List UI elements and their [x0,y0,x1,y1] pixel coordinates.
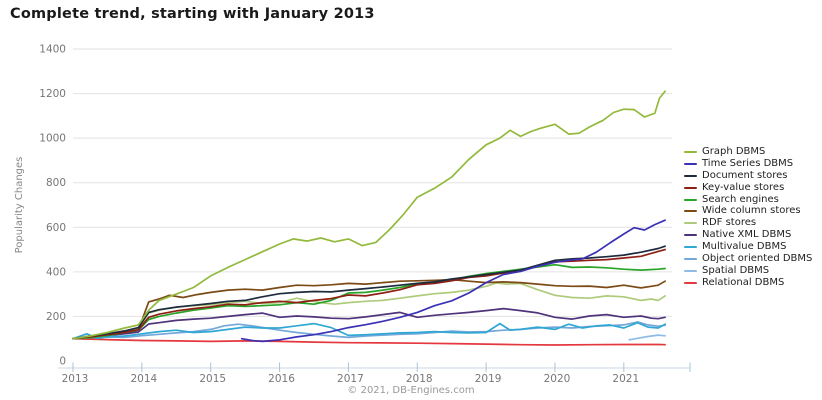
legend-label: Search engines [702,193,779,205]
legend-swatch [684,150,697,153]
legend-item-wide-column-stores: Wide column stores [684,205,812,217]
legend-label: Native XML DBMS [702,229,792,241]
legend-label: Multivalue DBMS [702,241,787,253]
legend-swatch [684,162,697,165]
legend-label: Relational DBMS [702,276,785,288]
legend-swatch [684,222,697,225]
legend-item-object-oriented-dbms: Object oriented DBMS [684,253,812,265]
y-axis-title: Popularity Changes [14,157,25,254]
svg-text:800: 800 [46,177,66,189]
legend-swatch [684,174,697,177]
svg-text:400: 400 [46,266,66,278]
series-line-search-engines [72,263,666,340]
svg-text:2016: 2016 [268,373,295,385]
series-line-graph-dbms [72,90,666,340]
legend-item-document-stores: Document stores [684,170,812,182]
svg-text:2013: 2013 [62,373,89,385]
legend-item-multivalue-dbms: Multivalue DBMS [684,241,812,253]
legend-label: Key-value stores [702,181,785,193]
series-line-relational-dbms [72,337,666,346]
legend-swatch [684,198,697,201]
legend-item-search-engines: Search engines [684,194,812,206]
y-gridlines [73,48,672,317]
legend-label: Document stores [702,169,788,181]
svg-text:0: 0 [59,356,66,368]
series-line-spatial-dbms [628,334,666,341]
svg-text:2015: 2015 [199,373,226,385]
x-axis-labels: 2013 2014 2015 2016 2017 2018 2019 2020 2021 [62,373,640,385]
legend-label: Graph DBMS [702,146,766,157]
legend-item-relational-dbms: Relational DBMS [684,277,812,289]
series-line-wide-column-stores [72,278,666,340]
legend-label: Spatial DBMS [702,264,770,276]
svg-text:2019: 2019 [475,373,502,385]
legend-swatch [684,234,697,237]
legend-item-rdf-stores: RDF stores [684,217,812,229]
y-axis-labels: 0 200 400 600 800 1000 1200 1400 [39,44,66,368]
legend-item-time-series-dbms: Time Series DBMS [684,158,812,170]
legend-item-spatial-dbms: Spatial DBMS [684,265,812,277]
x-axis-ticks [72,362,691,372]
svg-text:200: 200 [46,311,66,323]
legend-item-graph-dbms: Graph DBMS [684,146,812,158]
legend-label: Time Series DBMS [702,157,794,169]
legend-swatch [684,257,697,260]
svg-text:2017: 2017 [337,373,364,385]
series-line-native-xml-dbms [72,307,666,340]
legend-swatch [684,210,697,213]
chart-legend: Graph DBMS Time Series DBMS Document store… [684,146,812,289]
series-line-multivalue-dbms [72,321,666,340]
legend-item-native-xml-dbms: Native XML DBMS [684,229,812,241]
legend-swatch [684,246,697,249]
legend-swatch [684,281,697,284]
svg-text:2014: 2014 [130,373,157,385]
legend-label: Wide column stores [702,205,801,217]
svg-text:2021: 2021 [612,373,639,385]
copyright-notice: © 2021, DB-Engines.com [347,385,475,396]
series-line-time-series-dbms [240,219,666,343]
series-line-document-stores [72,245,666,340]
legend-swatch [684,186,697,189]
svg-text:1000: 1000 [39,133,66,145]
svg-text:1200: 1200 [39,88,66,100]
svg-text:1400: 1400 [39,44,66,56]
svg-text:2020: 2020 [544,373,571,385]
legend-swatch [684,269,697,272]
legend-label: RDF stores [702,217,757,229]
legend-label: Object oriented DBMS [702,253,813,265]
series-lines [72,90,666,346]
chart-title: Complete trend, starting with January 20… [10,6,375,22]
svg-text:2018: 2018 [406,373,433,385]
svg-text:600: 600 [46,222,66,234]
legend-item-key-value-stores: Key-value stores [684,182,812,194]
series-line-key-value-stores [72,248,666,340]
